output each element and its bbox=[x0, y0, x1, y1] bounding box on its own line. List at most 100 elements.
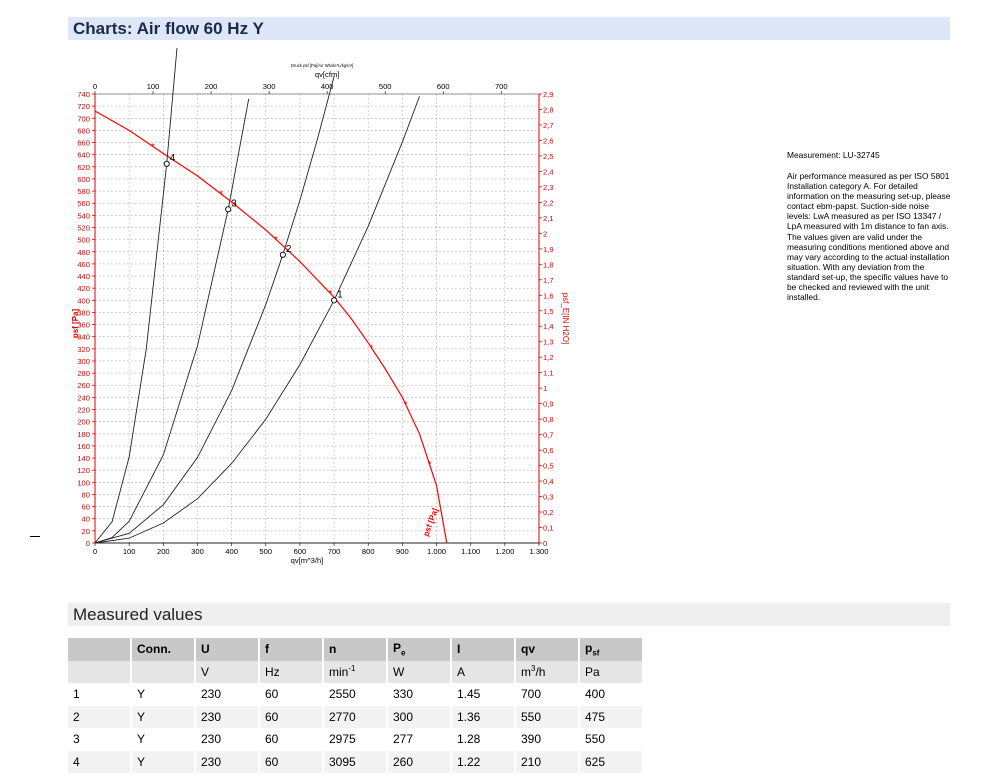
y-left-tick-label: 340 bbox=[77, 333, 90, 342]
table-cell: 4 bbox=[68, 750, 132, 773]
table-row: 4 Y 230 60 3095 260 1.22 210 625 bbox=[68, 750, 644, 773]
y-right-tick-label: 0,7 bbox=[543, 431, 554, 440]
table-cell: 1.22 bbox=[451, 750, 516, 773]
table-cell: 60 bbox=[259, 683, 324, 706]
y-left-tick-label: 500 bbox=[77, 236, 90, 245]
system-curve-1 bbox=[94, 96, 420, 544]
operating-point-1 bbox=[331, 297, 338, 304]
y-left-tick-label: 640 bbox=[77, 151, 90, 160]
y-left-tick-label: 700 bbox=[77, 114, 90, 123]
table-cell: 60 bbox=[259, 750, 324, 773]
table-cell: 210 bbox=[515, 750, 580, 773]
table-cell: 300 bbox=[387, 705, 452, 728]
table-cell: Y bbox=[131, 750, 196, 773]
table-cell: 550 bbox=[515, 705, 580, 728]
table-cell: 330 bbox=[387, 683, 452, 706]
table-cell: 2 bbox=[68, 705, 132, 728]
table-cell: 2770 bbox=[323, 705, 388, 728]
y-left-tick-label: 380 bbox=[77, 308, 90, 317]
table-row: 3 Y 230 60 2975 277 1.28 390 550 bbox=[68, 728, 644, 751]
y-right-label: psf_E[IN H2O] bbox=[561, 293, 570, 345]
fan-curve-marker: * bbox=[151, 142, 155, 152]
x-tick-label: 1.300 bbox=[529, 547, 548, 556]
y-right-tick-label: 0,2 bbox=[543, 508, 554, 517]
top-tick-label: 400 bbox=[321, 82, 334, 91]
charts-header-bar: Charts: Air flow 60 Hz Y bbox=[68, 17, 950, 40]
y-left-tick-label: 180 bbox=[77, 430, 90, 439]
y-left-tick-label: 440 bbox=[77, 272, 90, 281]
table-cell: 3095 bbox=[323, 750, 388, 773]
y-right-tick-label: 0,6 bbox=[543, 446, 554, 455]
y-left-tick-label: 480 bbox=[77, 248, 90, 257]
y-left-tick-label: 260 bbox=[77, 381, 90, 390]
header-cell: U bbox=[195, 638, 260, 661]
fan-curve-line bbox=[94, 110, 448, 544]
plot-frame bbox=[94, 93, 540, 544]
table-row: 2 Y 230 60 2770 300 1.36 550 475 bbox=[68, 705, 644, 728]
y-left-tick-label: 660 bbox=[77, 139, 90, 148]
unit-cell: V bbox=[195, 660, 260, 683]
unit-cell: Pa bbox=[579, 660, 644, 683]
table-cell: Y bbox=[131, 728, 196, 751]
header-cell: f bbox=[259, 638, 324, 661]
top-tick-label: 700 bbox=[495, 82, 508, 91]
y-left-tick-label: 600 bbox=[77, 175, 90, 184]
table-cell: 60 bbox=[259, 705, 324, 728]
table-cell: 1.45 bbox=[451, 683, 516, 706]
table-cell: Y bbox=[131, 705, 196, 728]
top-tick-label: 200 bbox=[205, 82, 218, 91]
top-tick-label: 300 bbox=[263, 82, 276, 91]
top-axis-label: qv[cfm] bbox=[315, 70, 339, 79]
operating-point-2 bbox=[279, 251, 286, 258]
y-right-tick-label: 0 bbox=[543, 539, 547, 548]
y-right-tick-label: 2,1 bbox=[543, 214, 554, 223]
system-curve-4 bbox=[94, 47, 178, 544]
measurement-id: Measurement: LU-32745 bbox=[787, 150, 880, 160]
y-right-tick-label: 1,9 bbox=[543, 245, 554, 254]
divider-dash bbox=[30, 536, 40, 537]
table-cell: 625 bbox=[579, 750, 644, 773]
table-cell: 230 bbox=[195, 705, 260, 728]
operating-point-label: 4 bbox=[170, 153, 176, 164]
y-left-tick-label: 580 bbox=[77, 187, 90, 196]
operating-point-4 bbox=[163, 160, 170, 167]
x-tick-label: 700 bbox=[328, 547, 341, 556]
y-left-tick-label: 280 bbox=[77, 369, 90, 378]
charts-title: Charts: Air flow 60 Hz Y bbox=[73, 19, 264, 38]
unit-cell: Hz bbox=[259, 660, 324, 683]
fan-curve-label: psf [Pa] bbox=[421, 507, 440, 538]
y-right-tick-label: 1,5 bbox=[543, 307, 554, 316]
x-axis-label: qv[m^3/h] bbox=[291, 556, 324, 565]
air-flow-chart: 0204060801001201401601802002202402602803… bbox=[71, 47, 570, 565]
x-tick-label: 0 bbox=[93, 547, 97, 556]
x-tick-label: 400 bbox=[225, 547, 238, 556]
y-right-tick-label: 1,8 bbox=[543, 260, 554, 269]
y-right-tick-label: 2,3 bbox=[543, 183, 554, 192]
y-left-tick-label: 120 bbox=[77, 466, 90, 475]
table-cell: 60 bbox=[259, 728, 324, 751]
y-right-tick-label: 2 bbox=[543, 229, 547, 238]
y-left-tick-label: 520 bbox=[77, 223, 90, 232]
y-right-tick-label: 2,7 bbox=[543, 121, 554, 130]
x-tick-label: 900 bbox=[396, 547, 409, 556]
y-left-tick-label: 740 bbox=[77, 90, 90, 99]
unit-cell: A bbox=[451, 660, 516, 683]
y-left-tick-label: 60 bbox=[82, 503, 90, 512]
y-right-tick-label: 2,9 bbox=[543, 90, 554, 99]
y-left-label: psf [Pa] bbox=[71, 309, 80, 339]
y-left-tick-label: 400 bbox=[77, 296, 90, 305]
y-left-tick-label: 460 bbox=[77, 260, 90, 269]
table-cell: 475 bbox=[579, 705, 644, 728]
y-right-tick-label: 0,5 bbox=[543, 462, 554, 471]
y-left-tick-label: 20 bbox=[82, 527, 90, 536]
table-cell: 400 bbox=[579, 683, 644, 706]
y-left-tick-label: 680 bbox=[77, 126, 90, 135]
table-cell: 1.36 bbox=[451, 705, 516, 728]
y-right-tick-label: 2,5 bbox=[543, 152, 554, 161]
y-right-tick-label: 2,6 bbox=[543, 136, 554, 145]
unit-cell bbox=[68, 660, 132, 683]
chart-small-header: Druck psf [Pa]/Air Whole*L/kg/m³] bbox=[291, 63, 353, 68]
table-cell: 260 bbox=[387, 750, 452, 773]
header-cell: Pe bbox=[387, 638, 452, 661]
